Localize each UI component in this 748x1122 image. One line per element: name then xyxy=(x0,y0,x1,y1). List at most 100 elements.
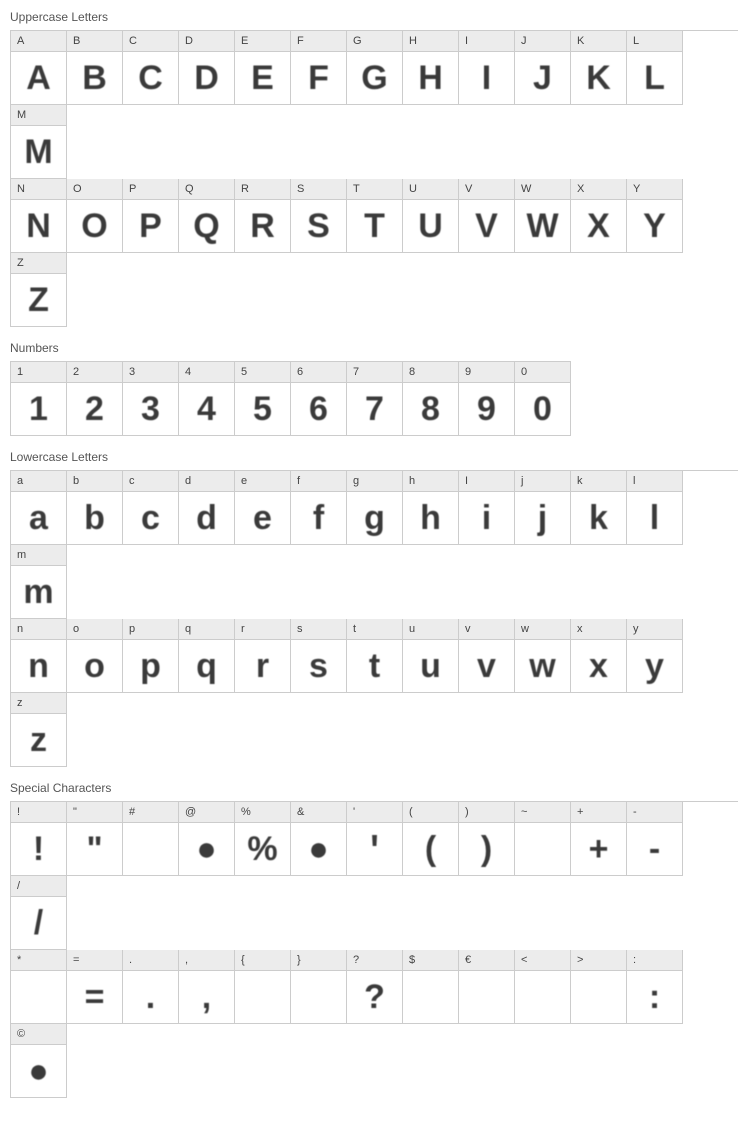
glyph-cell[interactable]: 00 xyxy=(515,362,571,436)
glyph-cell[interactable]: 33 xyxy=(123,362,179,436)
glyph-cell[interactable]: == xyxy=(67,950,123,1024)
glyph-cell-glyph xyxy=(515,823,570,875)
glyph-cell[interactable]: NN xyxy=(11,179,67,253)
glyph-cell[interactable]: bb xyxy=(67,471,123,545)
glyph-cell[interactable]: tt xyxy=(347,619,403,693)
glyph-cell[interactable]: jj xyxy=(515,471,571,545)
glyph-cell[interactable]: cc xyxy=(123,471,179,545)
glyph-cell[interactable]: II xyxy=(459,31,515,105)
glyph-cell[interactable]: 99 xyxy=(459,362,515,436)
glyph-cell[interactable]: 88 xyxy=(403,362,459,436)
glyph-cell-glyph xyxy=(11,971,66,1023)
glyph-cell[interactable]: uu xyxy=(403,619,459,693)
glyph-cell[interactable]: hh xyxy=(403,471,459,545)
glyph-cell[interactable]: ww xyxy=(515,619,571,693)
glyph-cell[interactable]: < xyxy=(515,950,571,1024)
glyph-cell-glyph xyxy=(515,971,570,1023)
glyph-cell[interactable]: EE xyxy=(235,31,291,105)
glyph-cell[interactable]: ss xyxy=(291,619,347,693)
glyph-cell[interactable]: BB xyxy=(67,31,123,105)
glyph-cell[interactable]: ~ xyxy=(515,802,571,876)
glyph-cell[interactable]: OO xyxy=(67,179,123,253)
glyph-cell[interactable]: -- xyxy=(627,802,683,876)
glyph-cell[interactable]: LL xyxy=(627,31,683,105)
glyph-cell[interactable]: gg xyxy=(347,471,403,545)
glyph-cell[interactable]: dd xyxy=(179,471,235,545)
glyph-cell[interactable]: 'ꞌ xyxy=(347,802,403,876)
glyph-cell-label: ? xyxy=(347,950,402,971)
glyph-cell[interactable]: GG xyxy=(347,31,403,105)
glyph-cell[interactable]: .. xyxy=(123,950,179,1024)
glyph-cell[interactable]: ZZ xyxy=(11,253,67,327)
glyph-cell[interactable]: WW xyxy=(515,179,571,253)
glyph-cell[interactable]: 66 xyxy=(291,362,347,436)
glyph-cell[interactable]: € xyxy=(459,950,515,1024)
glyph-cell[interactable]: ++ xyxy=(571,802,627,876)
glyph-cell[interactable]: ©● xyxy=(11,1024,67,1098)
glyph-cell[interactable]: YY xyxy=(627,179,683,253)
glyph-cell[interactable]: :: xyxy=(627,950,683,1024)
glyph-cell[interactable]: 44 xyxy=(179,362,235,436)
glyph-cell[interactable]: # xyxy=(123,802,179,876)
glyph-cell[interactable]: xx xyxy=(571,619,627,693)
glyph-cell[interactable]: PP xyxy=(123,179,179,253)
glyph-cell-glyph: a xyxy=(11,492,66,544)
glyph-cell[interactable]: !! xyxy=(11,802,67,876)
glyph-cell[interactable]: XX xyxy=(571,179,627,253)
glyph-cell[interactable]: 55 xyxy=(235,362,291,436)
glyph-cell[interactable]: 22 xyxy=(67,362,123,436)
glyph-cell[interactable]: AA xyxy=(11,31,67,105)
glyph-cell[interactable]: > xyxy=(571,950,627,1024)
glyph-cell-glyph: H xyxy=(403,52,458,104)
glyph-cell-glyph: J xyxy=(515,52,570,104)
glyph-cell[interactable]: )) xyxy=(459,802,515,876)
glyph-cell[interactable]: pp xyxy=(123,619,179,693)
glyph-cell[interactable]: nn xyxy=(11,619,67,693)
glyph-cell[interactable]: RR xyxy=(235,179,291,253)
glyph-cell[interactable]: CC xyxy=(123,31,179,105)
glyph-cell[interactable]: } xyxy=(291,950,347,1024)
glyph-cell[interactable]: %% xyxy=(235,802,291,876)
glyph-cell[interactable]: vv xyxy=(459,619,515,693)
glyph-cell-label: d xyxy=(179,471,234,492)
glyph-cell[interactable]: $ xyxy=(403,950,459,1024)
glyph-cell[interactable]: (( xyxy=(403,802,459,876)
glyph-cell[interactable]: qq xyxy=(179,619,235,693)
glyph-cell[interactable]: mm xyxy=(11,545,67,619)
glyph-cell[interactable]: // xyxy=(11,876,67,950)
glyph-cell[interactable]: 11 xyxy=(11,362,67,436)
glyph-cell[interactable]: KK xyxy=(571,31,627,105)
glyph-cell[interactable]: ?? xyxy=(347,950,403,1024)
glyph-cell[interactable]: ,, xyxy=(179,950,235,1024)
glyph-cell[interactable]: ee xyxy=(235,471,291,545)
glyph-cell[interactable]: * xyxy=(11,950,67,1024)
glyph-cell-glyph: m xyxy=(11,566,66,618)
glyph-cell[interactable]: kk xyxy=(571,471,627,545)
glyph-cell[interactable]: DD xyxy=(179,31,235,105)
glyph-cell[interactable]: { xyxy=(235,950,291,1024)
glyph-cell[interactable]: TT xyxy=(347,179,403,253)
glyph-cell[interactable]: SS xyxy=(291,179,347,253)
glyph-cell[interactable]: FF xyxy=(291,31,347,105)
glyph-cell[interactable]: VV xyxy=(459,179,515,253)
glyph-cell[interactable]: zz xyxy=(11,693,67,767)
glyph-cell[interactable]: &● xyxy=(291,802,347,876)
glyph-cell[interactable]: UU xyxy=(403,179,459,253)
glyph-cell[interactable]: HH xyxy=(403,31,459,105)
glyph-cell-label: w xyxy=(515,619,570,640)
glyph-cell[interactable]: rr xyxy=(235,619,291,693)
glyph-cell[interactable]: "" xyxy=(67,802,123,876)
glyph-cell[interactable]: @● xyxy=(179,802,235,876)
glyph-cell[interactable]: aa xyxy=(11,471,67,545)
glyph-cell[interactable]: Ii xyxy=(459,471,515,545)
glyph-cell-label: 6 xyxy=(291,362,346,383)
glyph-cell[interactable]: yy xyxy=(627,619,683,693)
glyph-cell[interactable]: JJ xyxy=(515,31,571,105)
glyph-cell[interactable]: ll xyxy=(627,471,683,545)
glyph-cell[interactable]: QQ xyxy=(179,179,235,253)
glyph-cell[interactable]: 77 xyxy=(347,362,403,436)
glyph-cell[interactable]: oo xyxy=(67,619,123,693)
glyph-cell-label: l xyxy=(627,471,682,492)
glyph-cell[interactable]: ff xyxy=(291,471,347,545)
glyph-cell[interactable]: MM xyxy=(11,105,67,179)
